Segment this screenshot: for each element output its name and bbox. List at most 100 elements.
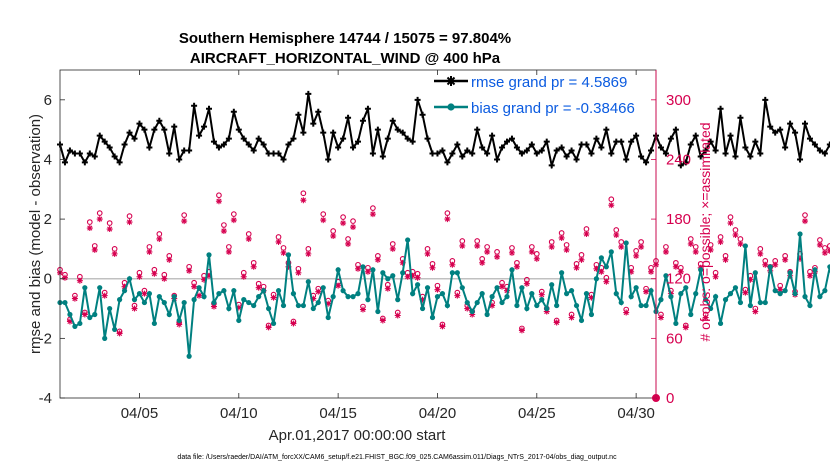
bias-point: [340, 288, 346, 294]
rmse-point: [235, 126, 242, 133]
bias-point: [822, 288, 828, 294]
obs-possible-marker: [370, 205, 376, 212]
bias-point: [668, 294, 674, 300]
obs-possible-marker: [320, 211, 327, 217]
obs-assimilated-marker: [682, 324, 689, 331]
data-file-footnote: data file: /Users/raeder/DAI/ATM_forcXX/…: [177, 454, 617, 461]
rmse-point: [513, 144, 520, 151]
obs-assimilated-marker: [573, 264, 580, 271]
bias-point: [176, 317, 182, 324]
bias-point: [72, 323, 78, 330]
bias-point: [673, 320, 679, 327]
bias-point: [772, 288, 778, 294]
obs-assimilated-marker: [762, 261, 769, 268]
bias-point: [370, 267, 376, 273]
bias-point: [67, 311, 73, 318]
rmse-point: [811, 141, 818, 148]
obs-assimilated-marker: [603, 278, 610, 285]
obs-assimilated-marker: [359, 306, 366, 313]
rmse-point: [350, 144, 357, 151]
obs-assimilated-marker: [613, 231, 620, 238]
rmse-point: [737, 114, 744, 121]
bias-point: [300, 302, 306, 309]
x-tick-label: 04/30: [617, 405, 655, 422]
rmse-point: [310, 120, 317, 127]
rmse-point: [667, 135, 674, 142]
bias-point: [166, 311, 172, 318]
bias-point: [777, 291, 783, 297]
rmse-point: [355, 138, 361, 145]
y-right-tick-label: 0: [666, 390, 674, 407]
bias-point: [395, 297, 401, 303]
y-right-tick-label: 180: [666, 211, 691, 228]
obs-assimilated-marker: [146, 248, 153, 255]
rmse-point: [528, 141, 535, 148]
bias-point: [87, 314, 93, 321]
obs-assimilated-marker: [230, 217, 237, 224]
bias-point: [583, 291, 590, 297]
obs-assimilated-marker: [474, 242, 481, 249]
obs-assimilated-marker: [201, 276, 208, 283]
rmse-point: [96, 132, 103, 139]
bias-point: [504, 294, 510, 300]
rmse-point: [161, 126, 168, 133]
plot-area: [60, 70, 656, 398]
rmse-point: [538, 147, 545, 154]
bias-point: [77, 320, 83, 327]
obs-assimilated-marker: [91, 246, 98, 253]
rmse-point: [722, 150, 729, 157]
obs-assimilated-marker: [310, 295, 317, 302]
obs-possible-marker: [822, 245, 828, 251]
rmse-point: [806, 135, 813, 142]
rmse-point: [250, 147, 257, 154]
obs-possible-marker: [757, 246, 764, 252]
obs-assimilated-marker: [469, 311, 476, 318]
rmse-point: [707, 138, 714, 145]
rmse-point: [628, 138, 635, 145]
rmse-point: [81, 159, 88, 166]
bias-point: [489, 294, 495, 300]
bias-point: [549, 282, 555, 288]
obs-assimilated-marker: [384, 285, 391, 292]
bias-point: [479, 291, 485, 297]
y-tick-label: 4: [44, 151, 52, 168]
obs-assimilated-marker: [513, 263, 520, 270]
rmse-point: [469, 150, 476, 157]
bias-point: [305, 279, 311, 285]
obs-assimilated-marker: [429, 264, 436, 271]
obs-assimilated-marker: [464, 305, 471, 312]
rmse-point: [494, 156, 501, 163]
obs-assimilated-marker: [692, 248, 699, 255]
obs-assimilated-marker: [305, 250, 312, 257]
obs-assimilated-marker: [593, 265, 600, 272]
rmse-point: [335, 144, 342, 151]
bias-point: [807, 302, 813, 309]
rmse-point: [484, 150, 491, 157]
obs-assimilated-marker: [583, 231, 590, 237]
rmse-point: [61, 159, 68, 166]
bias-point: [385, 276, 391, 282]
bias-point: [126, 276, 133, 282]
rmse-point: [340, 135, 347, 142]
obs-assimilated-marker: [66, 318, 73, 325]
obs-assimilated-marker: [394, 312, 401, 319]
bias-point: [454, 270, 460, 276]
bias-point: [405, 237, 411, 243]
obs-assimilated-marker: [722, 256, 729, 263]
bias-point: [325, 314, 331, 321]
obs-assimilated-marker: [628, 268, 635, 275]
bias-point: [593, 276, 600, 282]
y-axis-right: 0 60 120 180 240 300: [651, 92, 691, 407]
rmse-point: [146, 144, 153, 151]
rmse-point: [136, 120, 143, 127]
obs-assimilated-marker: [350, 224, 357, 231]
bias-point: [792, 291, 798, 297]
bias-point: [365, 297, 371, 303]
obs-assimilated-marker: [643, 288, 650, 295]
bias-point: [434, 294, 441, 300]
bias-point: [727, 291, 734, 297]
bias-point: [156, 294, 162, 300]
obs-assimilated-marker: [633, 252, 640, 259]
bias-point: [345, 294, 351, 300]
x-tick-label: 04/20: [419, 405, 457, 422]
